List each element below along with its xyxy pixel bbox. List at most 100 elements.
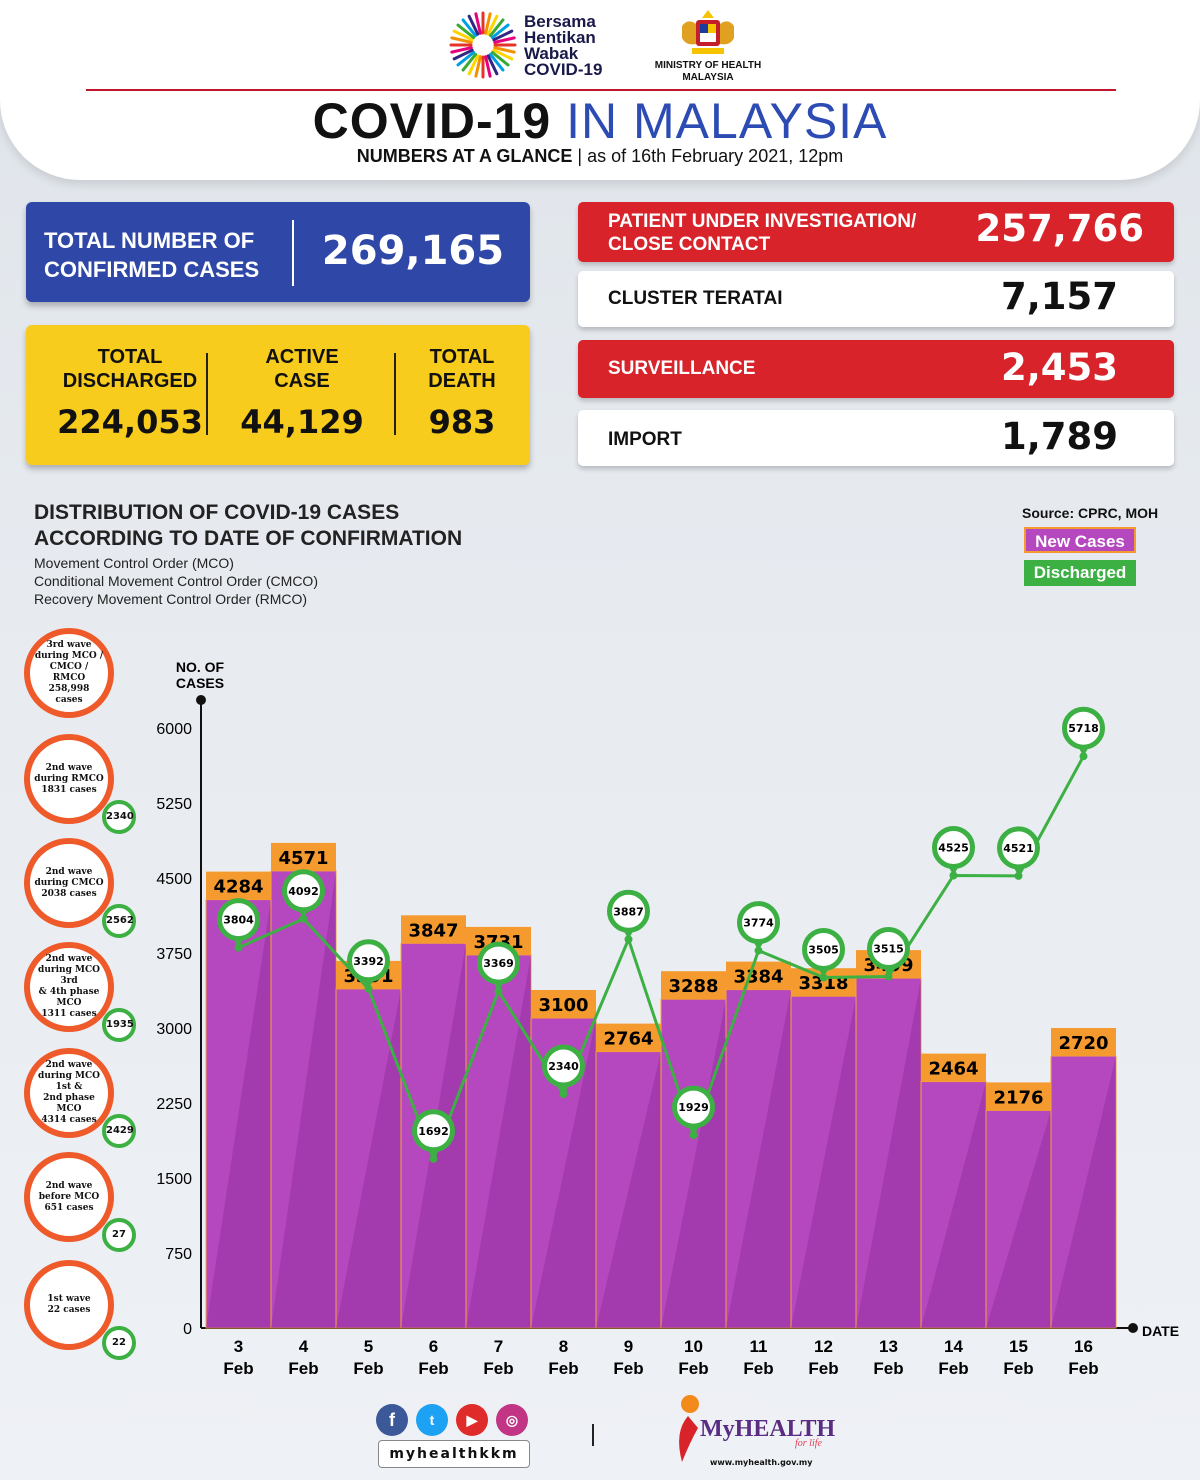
ministry-line-2: MALAYSIA xyxy=(682,72,734,83)
x-tick-label: 11 xyxy=(750,1337,768,1356)
wave-discharged-badge: 2429 xyxy=(102,1114,136,1148)
bar-label-box xyxy=(1051,1028,1116,1056)
x-tick-label: 10 xyxy=(684,1337,703,1356)
x-tick-sublabel: Feb xyxy=(418,1359,448,1378)
surveillance-value: 2,453 xyxy=(1000,346,1118,389)
logo-ray xyxy=(452,48,474,61)
discharged-marker xyxy=(867,927,910,970)
logo-ray xyxy=(474,55,482,78)
bar xyxy=(660,998,727,1329)
bar-value-label: 4571 xyxy=(278,848,328,869)
myhealth-tagline: for life xyxy=(795,1438,822,1449)
ministry-line-1: MINISTRY OF HEALTH xyxy=(654,60,762,71)
import-label: IMPORT xyxy=(608,429,682,450)
logo-ray xyxy=(486,54,499,76)
x-tick-sublabel: Feb xyxy=(1003,1359,1033,1378)
wave-text: 1st wave 22 cases xyxy=(47,1294,90,1316)
facebook-icon[interactable]: f xyxy=(376,1404,408,1436)
wave-line: during RMCO xyxy=(34,773,104,784)
x-tick-label: 7 xyxy=(494,1337,503,1356)
discharged-value-label: 3887 xyxy=(613,905,644,918)
x-tick-label: 16 xyxy=(1074,1337,1093,1356)
wave-discharged-badge: 1935 xyxy=(102,1008,136,1042)
wave-line: 2nd phase MCO xyxy=(43,1093,95,1114)
stat-row-cluster-teratai: CLUSTER TERATAI 7,157 xyxy=(578,271,1174,327)
wave-line: 2nd wave xyxy=(45,954,93,964)
logo-ray xyxy=(450,46,473,54)
x-tick-sublabel: Feb xyxy=(353,1359,383,1378)
discharged-marker xyxy=(542,1044,585,1088)
logo-ray xyxy=(461,18,478,38)
bar-value-label: 2720 xyxy=(1058,1033,1108,1054)
wave-line: 2nd wave xyxy=(45,1060,93,1070)
chart-title-line-1: DISTRIBUTION OF COVID-19 CASES xyxy=(34,501,400,524)
legend-new-cases: New Cases xyxy=(1024,527,1136,553)
discharged-label-line-1: TOTAL xyxy=(97,346,163,368)
logo-line-2: Hentikan xyxy=(524,28,596,47)
source-label: Source: CPRC, MOH xyxy=(1022,505,1159,521)
logo-ray xyxy=(488,18,505,38)
x-axis-title: DATE xyxy=(1142,1323,1179,1339)
bar-shade xyxy=(791,996,856,1328)
myhealth-figure-icon xyxy=(679,1395,699,1462)
logo-ray xyxy=(467,14,480,36)
wave-line: 1311 cases xyxy=(41,1009,97,1019)
x-axis-cap xyxy=(1128,1323,1138,1333)
wave-circle: 2nd wave during MCO 1st & 2nd phase MCO 431… xyxy=(24,1048,114,1138)
social-handle[interactable]: myhealthkkm xyxy=(378,1440,530,1468)
discharged-value-label: 3774 xyxy=(743,917,774,930)
bar-value-label: 2764 xyxy=(603,1029,653,1050)
subtitle-separator: | xyxy=(577,146,588,166)
discharged-marker xyxy=(607,889,650,933)
subtitle-bold: NUMBERS AT A GLANCE xyxy=(356,146,573,166)
wave-line: CMCO / RMCO xyxy=(49,662,89,683)
stat-row-import: IMPORT 1,789 xyxy=(578,410,1174,466)
logo-ray xyxy=(474,12,482,35)
y-axis-title-line: NO. OF xyxy=(176,659,225,675)
discharged-value-label: 1929 xyxy=(678,1101,709,1114)
myhealth-logo[interactable]: MyHEALTH xyxy=(700,1416,836,1442)
discharged-marker xyxy=(672,1085,715,1129)
case-summary-card: TOTAL DISCHARGED 224,053 ACTIVE CASE 44,… xyxy=(26,325,530,465)
wave-line: cases xyxy=(55,695,83,705)
discharged-marker xyxy=(477,941,520,985)
logo-ray xyxy=(484,55,492,78)
discharged-value-label: 5718 xyxy=(1068,722,1099,735)
instagram-icon[interactable]: ◎ xyxy=(496,1404,528,1436)
bar-label-box xyxy=(661,971,726,1000)
x-tick-sublabel: Feb xyxy=(808,1359,838,1378)
bar-shade xyxy=(986,1110,1051,1328)
page-title: COVID-19 IN MALAYSIA xyxy=(0,92,1200,150)
wave-discharged-badge: 2562 xyxy=(102,904,136,938)
mco-note: Movement Control Order (MCO) xyxy=(34,555,234,571)
myhealth-url[interactable]: www.myhealth.gov.my xyxy=(710,1458,813,1467)
bar-value-label: 2176 xyxy=(993,1087,1043,1108)
discharged-marker xyxy=(282,869,325,913)
malaysia-crest-icon xyxy=(682,10,734,54)
wave-line: 1831 cases xyxy=(41,784,97,795)
campaign-logo-text: Bersama Hentikan Wabak COVID-19 xyxy=(524,13,602,78)
bar-value-label: 4284 xyxy=(213,877,263,898)
bar-value-label: 2464 xyxy=(928,1059,978,1080)
discharged-marker xyxy=(737,901,780,945)
logo-ray xyxy=(490,50,510,67)
discharged-value: 224,053 xyxy=(57,403,203,441)
twitter-icon[interactable]: t xyxy=(416,1404,448,1436)
stat-row-surveillance: SURVEILLANCE 2,453 xyxy=(578,340,1174,398)
active-stat: ACTIVE CASE 44,129 xyxy=(218,345,386,441)
y-tick-label: 2250 xyxy=(156,1096,192,1113)
y-tick-label: 5250 xyxy=(156,796,192,813)
y-tick-label: 4500 xyxy=(156,871,192,888)
surveillance-label: SURVEILLANCE xyxy=(608,358,756,379)
confirmed-cases-label: TOTAL NUMBER OF CONFIRMED CASES xyxy=(44,226,284,284)
x-tick-label: 6 xyxy=(429,1337,438,1356)
logo-ray xyxy=(486,14,499,36)
cluster-teratai-value: 7,157 xyxy=(1000,275,1118,318)
logo-ray xyxy=(452,29,474,42)
cluster-teratai-label: CLUSTER TERATAI xyxy=(608,288,783,309)
wave-line: 258,998 xyxy=(48,684,90,694)
logo-ray xyxy=(488,52,505,72)
x-tick-label: 5 xyxy=(364,1337,373,1356)
wave-line: 1st wave xyxy=(47,1294,91,1304)
youtube-icon[interactable]: ▶ xyxy=(456,1404,488,1436)
